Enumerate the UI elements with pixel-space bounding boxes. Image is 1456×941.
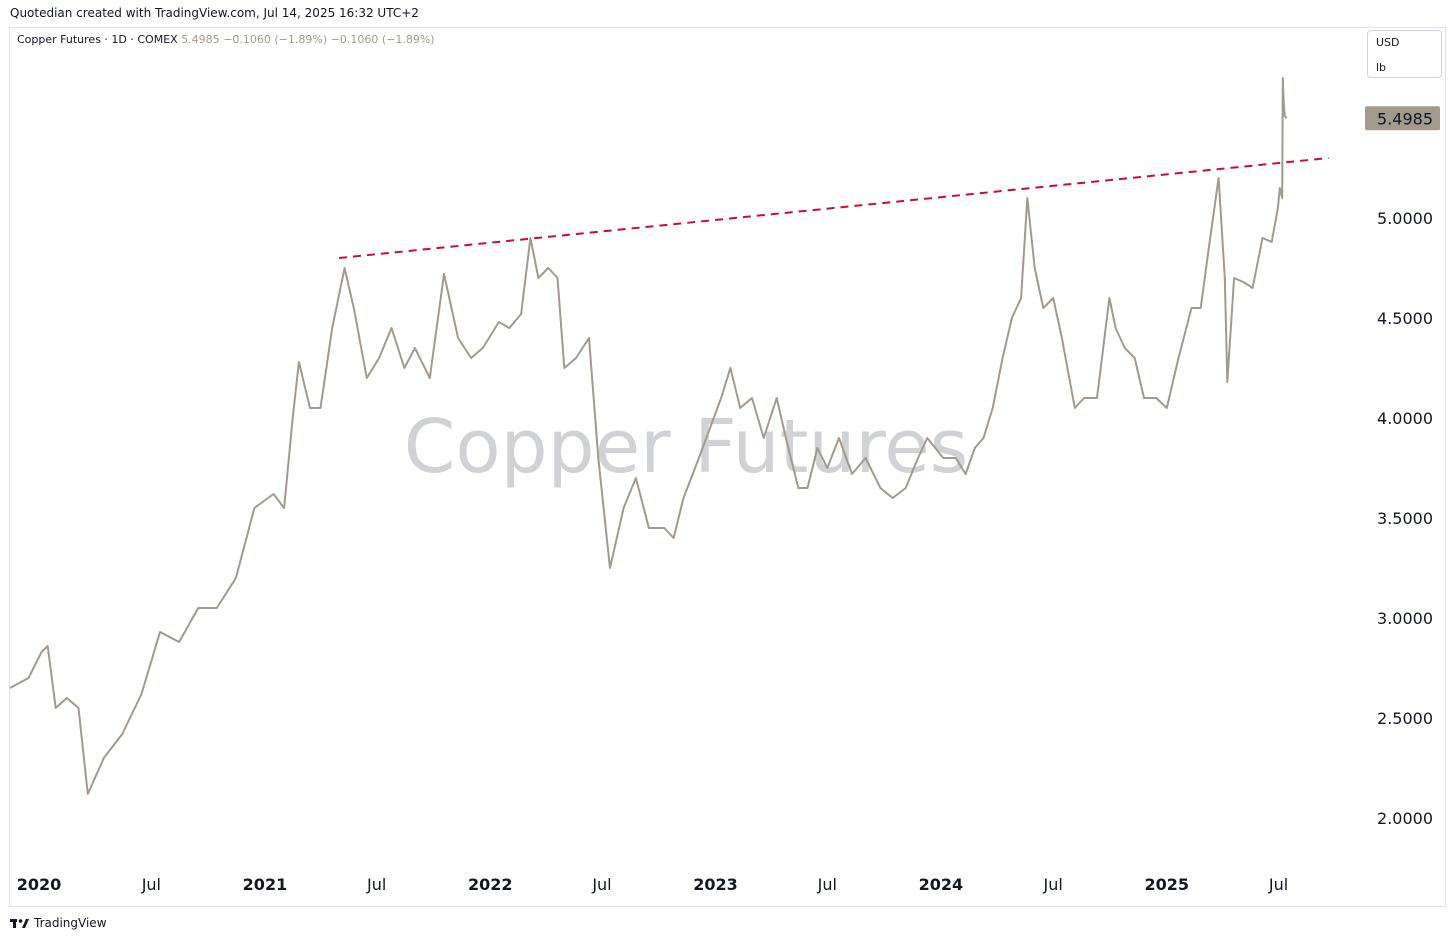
tradingview-logo-icon <box>10 919 29 928</box>
last-value: 5.4985 <box>181 33 220 46</box>
x-tick-label: Jul <box>1043 875 1063 894</box>
y-tick-label: 3.5000 <box>1377 509 1433 528</box>
symbol-legend: Copper Futures · 1D · COMEX 5.4985 −0.10… <box>17 33 435 46</box>
y-tick-label: 2.0000 <box>1377 809 1433 828</box>
unit-selector[interactable]: USD lb <box>1367 30 1442 78</box>
x-tick-label: 2025 <box>1145 875 1190 894</box>
x-tick-label: Jul <box>366 875 386 894</box>
y-tick-label: 3.0000 <box>1377 609 1433 628</box>
x-tick-label: Jul <box>817 875 837 894</box>
x-tick-label: 2020 <box>17 875 62 894</box>
y-tick-label: 4.0000 <box>1377 409 1433 428</box>
y-tick-label: 2.5000 <box>1377 709 1433 728</box>
chart-frame[interactable] <box>9 27 1446 907</box>
symbol-name: Copper Futures · 1D · COMEX <box>17 33 178 46</box>
x-tick-label: 2023 <box>693 875 738 894</box>
attribution-text: Quotedian created with TradingView.com, … <box>10 6 419 20</box>
measure-unit[interactable]: lb <box>1376 61 1387 74</box>
x-tick-label: 2022 <box>468 875 513 894</box>
currency-unit[interactable]: USD <box>1376 36 1400 49</box>
x-tick-label: 2024 <box>919 875 964 894</box>
change-value-2: −0.1060 (−1.89%) <box>330 33 435 46</box>
y-tick-label: 5.0000 <box>1377 209 1433 228</box>
x-tick-label: 2021 <box>243 875 288 894</box>
y-tick-label: 4.5000 <box>1377 309 1433 328</box>
x-tick-label: Jul <box>591 875 611 894</box>
price-series-line <box>9 77 1288 795</box>
footer-brand[interactable]: TradingView <box>10 916 107 930</box>
change-value: −0.1060 (−1.89%) <box>223 33 328 46</box>
watermark-text: Copper Futures <box>404 404 969 490</box>
footer-brand-text: TradingView <box>34 916 107 930</box>
last-price-badge <box>1365 106 1440 131</box>
resistance-trendline <box>338 157 1329 259</box>
x-tick-label: Jul <box>1268 875 1288 894</box>
last-price-label: 5.4985 <box>1377 109 1433 128</box>
x-tick-label: Jul <box>141 875 161 894</box>
